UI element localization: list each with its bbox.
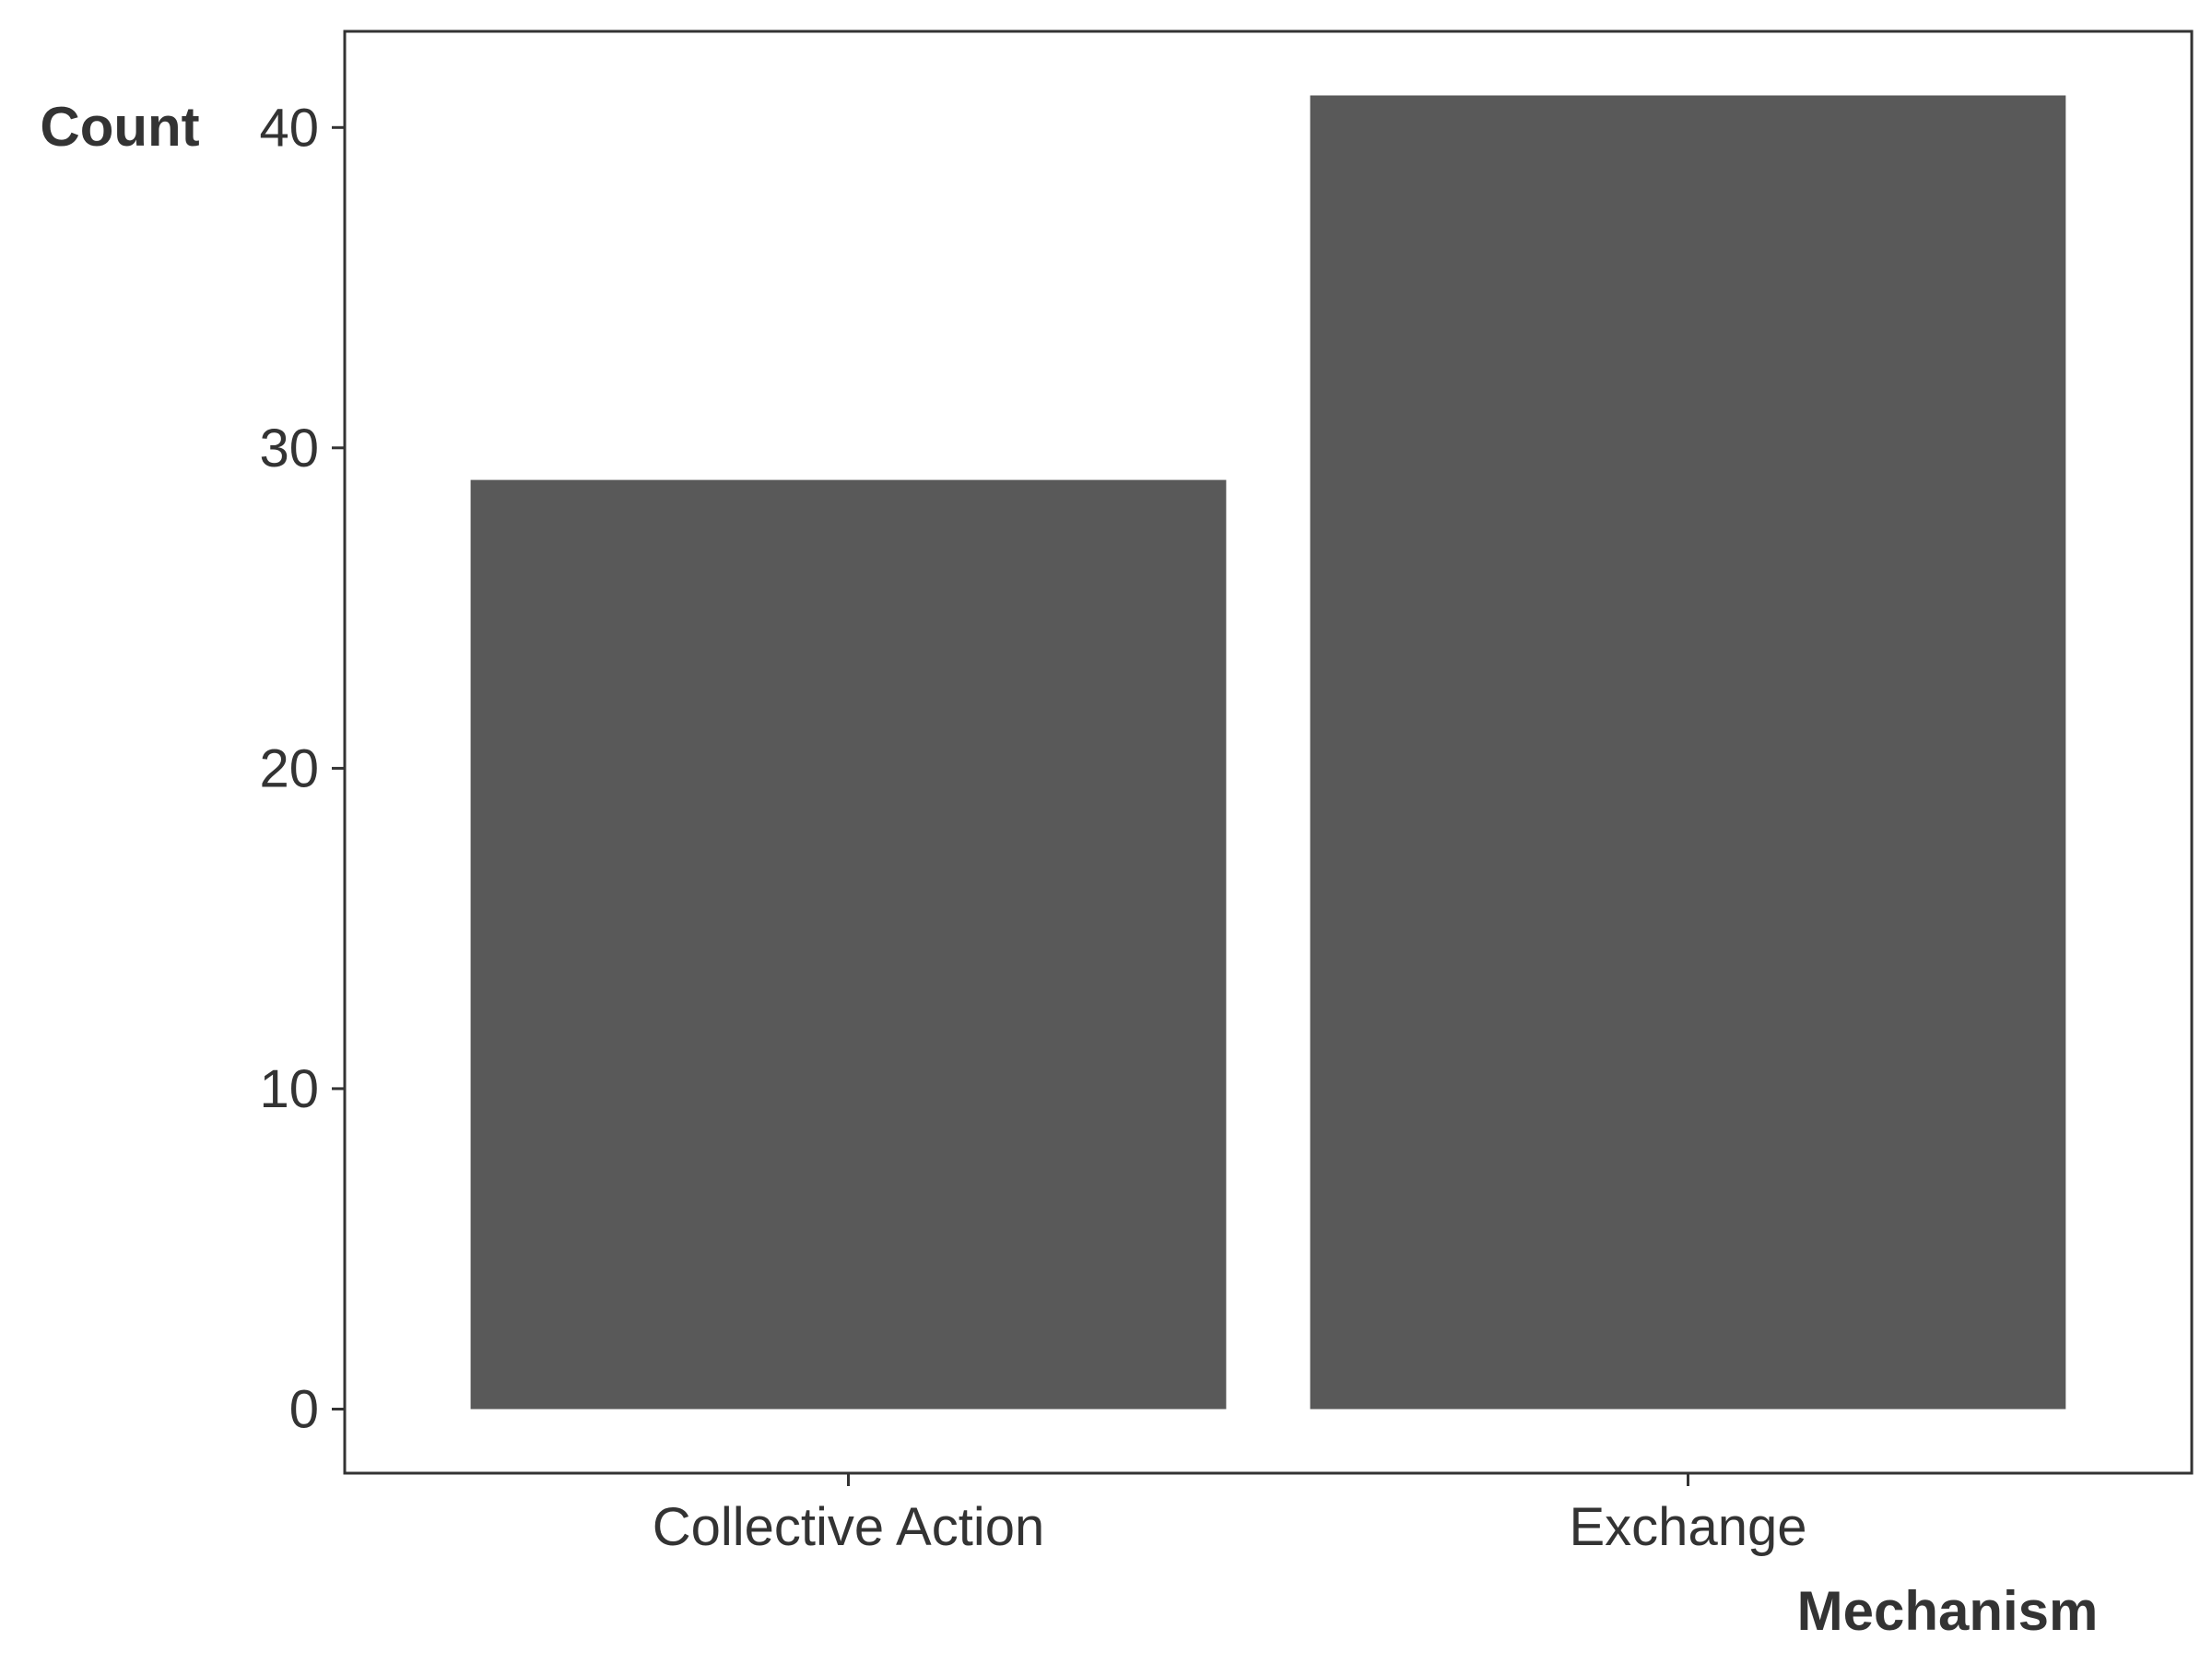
bar-exchange <box>1310 95 2066 1410</box>
x-tick-label: Collective Action <box>653 1497 1045 1557</box>
x-axis-title: Mechanism <box>1797 1580 2099 1642</box>
y-tick-label: 10 <box>259 1059 319 1119</box>
plot-panel-border <box>343 30 2194 1475</box>
x-tick-label: Exchange <box>1570 1497 1807 1557</box>
y-tick-label: 40 <box>259 98 319 158</box>
y-tick-label: 0 <box>289 1380 319 1440</box>
y-tick-label: 20 <box>259 738 319 798</box>
bar-collective-action <box>470 479 1227 1410</box>
bars-layer <box>470 95 2066 1410</box>
y-tick-label: 30 <box>259 419 319 478</box>
y-axis-title: Count <box>40 96 199 158</box>
x-axis: Collective Action Exchange <box>653 1473 1807 1557</box>
y-axis: 0 10 20 30 40 <box>259 98 345 1440</box>
